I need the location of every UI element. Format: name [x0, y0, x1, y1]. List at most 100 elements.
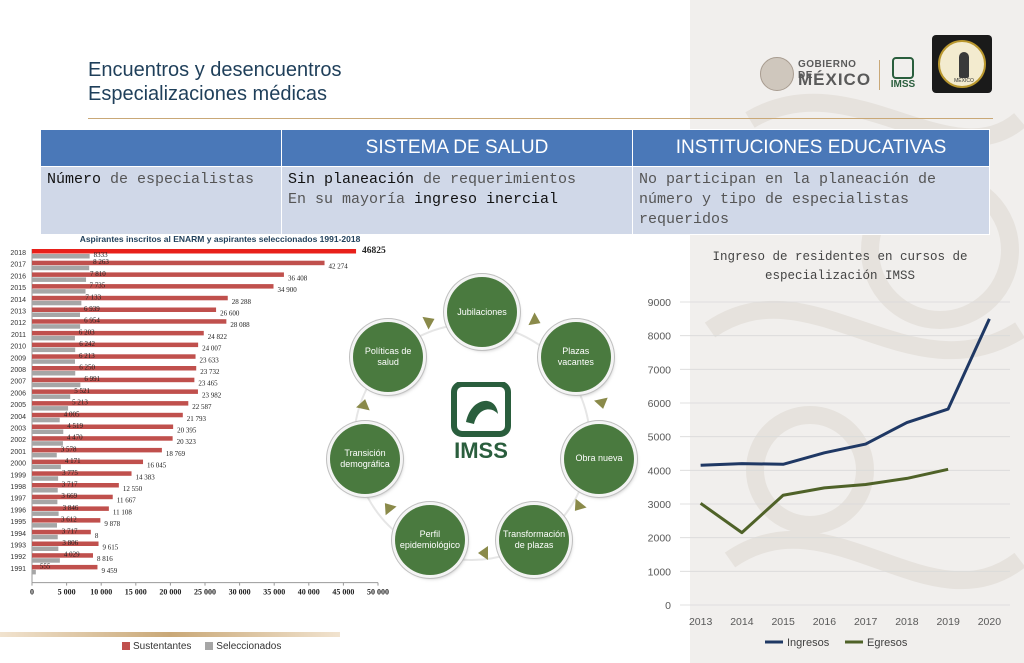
- bar-sustentantes-label: 22 587: [192, 403, 212, 411]
- bar-sustentantes: [32, 354, 196, 359]
- bar-x-tick-label: 30 000: [229, 588, 251, 597]
- bar-seleccionados-label: 7 735: [90, 282, 106, 290]
- bar-seleccionados-label: 6 991: [84, 375, 100, 383]
- legend-label: Egresos: [867, 637, 908, 649]
- cycle-arrow-icon: [478, 546, 488, 560]
- bar-x-tick-label: 45 000: [332, 588, 354, 597]
- bar-category-label: 2002: [10, 437, 26, 444]
- table-row: Número de especialistas Sin planeación d…: [40, 166, 990, 235]
- cycle-node: Plazas vacantes: [540, 322, 611, 393]
- bar-sustentantes: [32, 366, 197, 371]
- line-series-ingresos: [700, 318, 991, 467]
- bar-seleccionados: [32, 324, 81, 329]
- bar-seleccionados-label: 3 669: [61, 492, 77, 500]
- bar-sustentantes: [32, 424, 174, 429]
- line-y-tick-label: 2000: [648, 533, 672, 545]
- bar-sustentantes-label: 23 633: [200, 356, 220, 364]
- bar-sustentantes-label: 21 793: [187, 415, 207, 423]
- bar-sustentantes-label: 14 383: [136, 473, 156, 481]
- bar-seleccionados: [32, 417, 60, 423]
- bar-sustentantes: [32, 459, 144, 465]
- line-x-tick-label: 2017: [854, 616, 878, 628]
- bar-seleccionados: [32, 289, 86, 294]
- decorative-background-panel: [690, 0, 1024, 663]
- logo-separator: [879, 60, 880, 90]
- bar-seleccionados-label: 3 612: [61, 516, 77, 524]
- imss-logo-small: IMSS: [888, 57, 918, 91]
- cycle-node: Perfil epidemiológico: [394, 505, 465, 576]
- header-instituciones-educativas: INSTITUCIONES EDUCATIVAS: [632, 129, 990, 167]
- decorative-pattern: [704, 93, 1024, 590]
- bar-category-label: 2014: [10, 297, 26, 304]
- line-y-tick-label: 4000: [648, 465, 672, 477]
- line-y-tick-label: 0: [665, 600, 671, 612]
- bar-seleccionados-label: 5 213: [72, 399, 88, 407]
- bar-seleccionados: [32, 464, 61, 470]
- line-x-tick-label: 2016: [813, 616, 837, 628]
- academy-seal: MÉXICO: [938, 40, 986, 88]
- bar-seleccionados-label: 6 954: [84, 317, 100, 325]
- bar-seleccionados: [32, 499, 58, 505]
- cycle-node: Transición demográfica: [330, 423, 400, 494]
- bar-sustentantes: [32, 284, 274, 289]
- bar-seleccionados-label: 6 203: [79, 328, 95, 336]
- bar-seleccionados-label: 6 939: [84, 305, 100, 313]
- line-y-tick-label: 7000: [648, 364, 672, 376]
- bar-chart-legend: Sustentantes Seleccionados: [122, 641, 281, 652]
- bar-sustentantes-label: 11 667: [117, 497, 136, 505]
- bar-chart-title: Aspirantes inscritos al ENARM y aspirant…: [79, 234, 361, 244]
- bar-seleccionados: [32, 558, 60, 563]
- bar-x-tick-label: 40 000: [298, 588, 320, 597]
- imss-center-label: IMSS: [454, 438, 508, 462]
- bar-seleccionados: [32, 488, 58, 493]
- academy-seal-text: MÉXICO: [954, 78, 974, 84]
- salud-line2-bold: ingreso inercial: [414, 191, 559, 208]
- cycle-node-label: Transición demográfica: [340, 447, 390, 469]
- bar-seleccionados-label: 4 005: [64, 410, 80, 418]
- bar-seleccionados-label: 4 470: [67, 434, 83, 442]
- salud-line2-start: En su mayoría: [288, 191, 415, 208]
- bar-seleccionados-label: 3 578: [61, 445, 77, 453]
- bar-sustentantes: [32, 389, 198, 394]
- bar-seleccionados: [32, 359, 75, 364]
- bar-seleccionados: [32, 394, 71, 399]
- imss-eagle-icon: [892, 57, 914, 79]
- bar-seleccionados-label: 7 810: [90, 270, 106, 278]
- bar-category-label: 2001: [10, 449, 26, 456]
- bar-seleccionados-label: 3 717: [62, 481, 78, 489]
- bar-category-label: 1992: [10, 554, 26, 561]
- bar-category-label: 2013: [10, 309, 26, 316]
- bar-category-label: 1994: [10, 531, 26, 538]
- bar-seleccionados-label: 6 242: [79, 340, 95, 348]
- bar-sustentantes-label: 23 982: [202, 391, 222, 399]
- bar-seleccionados: [32, 452, 57, 458]
- bar-x-tick-label: 0: [30, 588, 34, 597]
- bar-seleccionados: [32, 382, 81, 388]
- academia-nacional-de-medicina-logo: MÉXICO: [932, 35, 992, 93]
- legend-swatch-sustentantes: [122, 642, 130, 651]
- bar-category-label: 1998: [10, 484, 26, 491]
- bar-sustentantes: [32, 506, 109, 511]
- bar-chart: 2018 46825 8333 2017 42 274 8 263 2016 36 408 7 …: [10, 246, 389, 597]
- bar-sustentantes-label: 20 323: [177, 438, 197, 446]
- bar-sustentantes-label: 26 600: [220, 310, 240, 318]
- bar-category-label: 2003: [10, 426, 26, 433]
- bar-seleccionados: [32, 441, 63, 446]
- bar-sustentantes: [32, 483, 119, 488]
- sistema-de-salud-cell: Sin planeación de requerimientos En su m…: [281, 166, 633, 235]
- empty-header-cell: [40, 129, 282, 167]
- bar-sustentantes-label: 18 769: [166, 450, 186, 458]
- gob-logo-large-text: MÉXICO: [798, 70, 872, 89]
- bar-seleccionados: [32, 335, 75, 341]
- bar-seleccionados: [32, 371, 76, 376]
- national-seal-icon: [760, 57, 794, 91]
- bar-sustentantes: [32, 471, 132, 476]
- bar-sustentantes: [32, 553, 94, 558]
- bar-seleccionados-label: 3 717: [62, 527, 78, 535]
- bar-seleccionados: [32, 265, 90, 271]
- bar-sustentantes-label: 42 274: [329, 263, 349, 271]
- bar-seleccionados-label: 6 250: [79, 364, 95, 372]
- bar-sustentantes-label: 11 108: [113, 508, 132, 516]
- bar-x-tick-label: 25 000: [194, 588, 216, 597]
- academy-figure-icon: [959, 52, 969, 78]
